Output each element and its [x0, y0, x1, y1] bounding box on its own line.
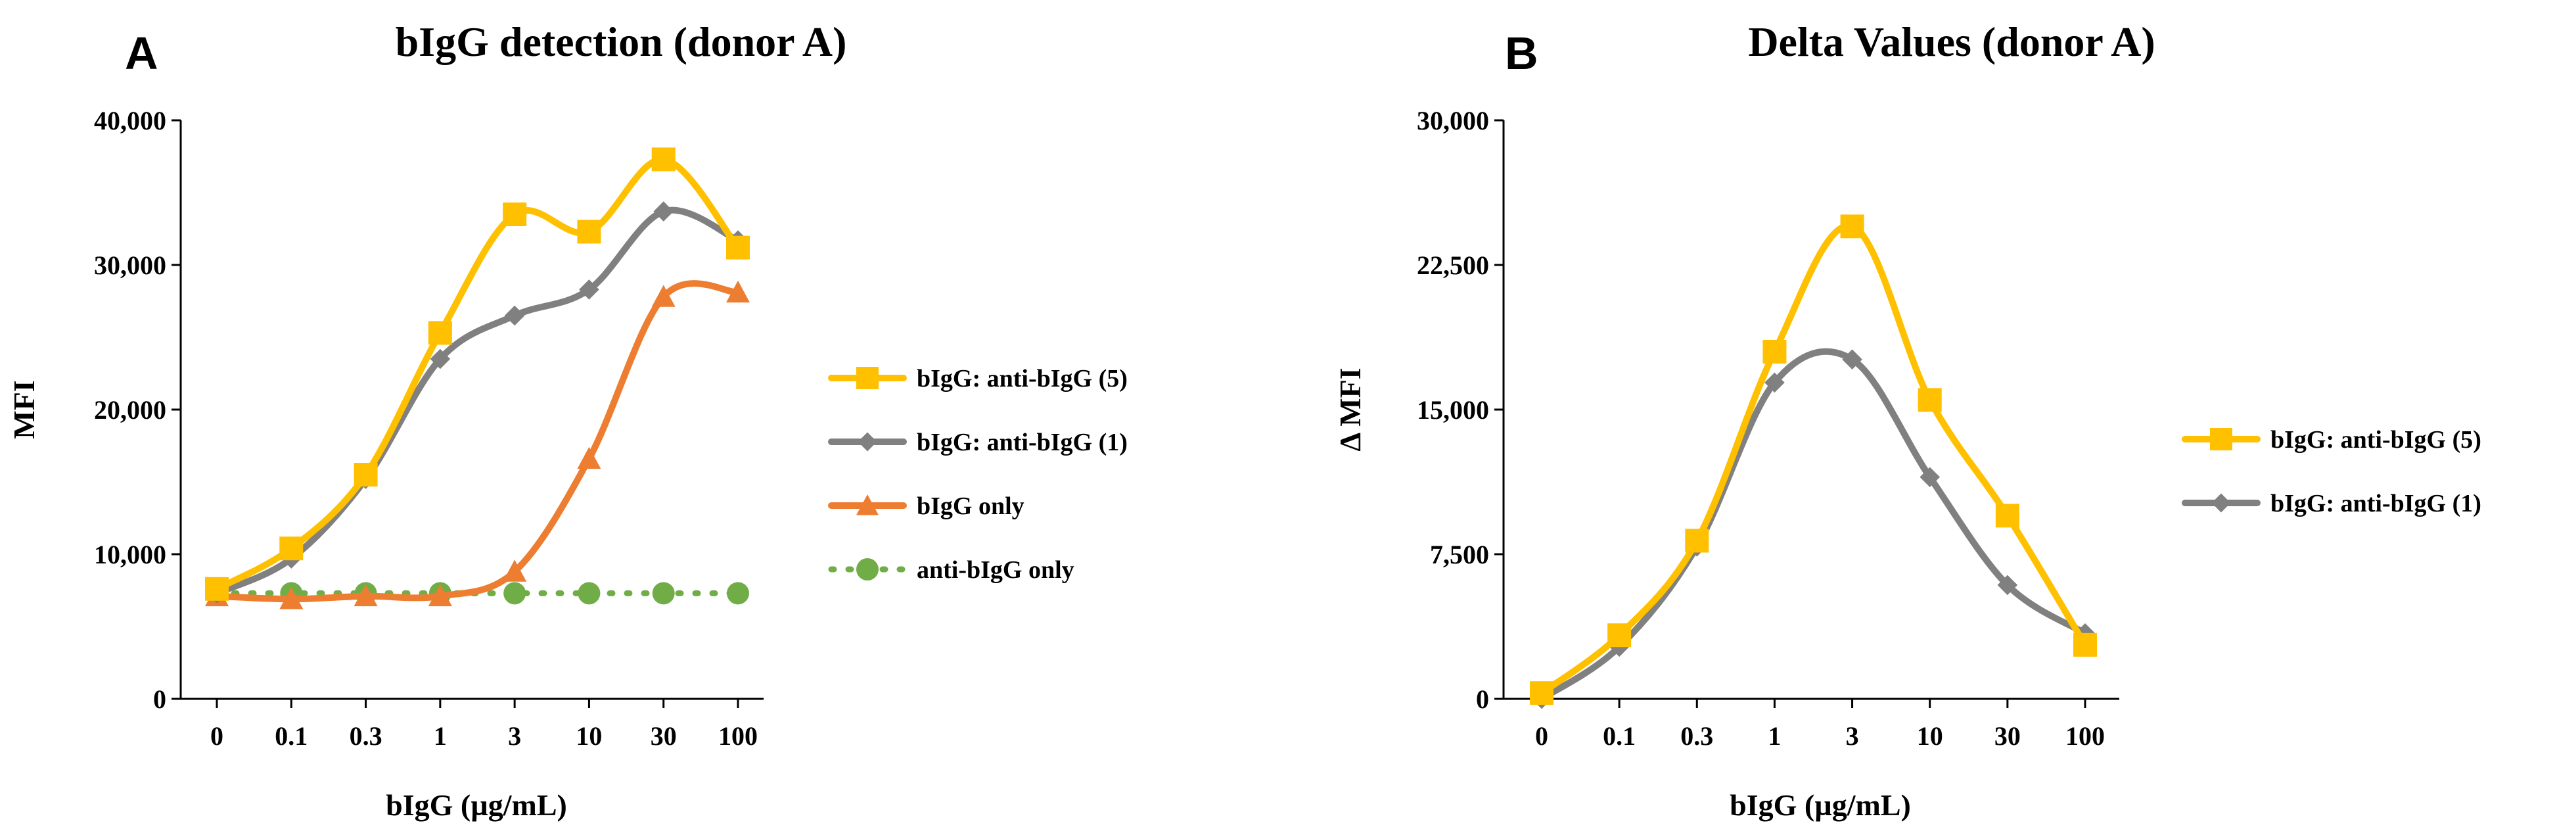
data-point-triangle — [651, 285, 676, 307]
data-point-triangle — [726, 280, 750, 303]
x-tick-label: 0.3 — [350, 721, 382, 751]
x-tick-label: 30 — [1994, 721, 2021, 751]
y-tick-label: 20,000 — [94, 395, 166, 425]
y-tick-label: 0 — [1476, 684, 1489, 714]
data-point-circle — [503, 582, 526, 605]
x-tick-label: 3 — [1846, 721, 1859, 751]
y-axis-label: MFI — [7, 380, 41, 439]
data-point-square — [1685, 529, 1709, 553]
legend-marker-diamond — [2211, 493, 2231, 513]
legend-label: bIgG: anti-bIgG (1) — [917, 429, 1128, 456]
y-tick-label: 22,500 — [1417, 250, 1489, 280]
data-point-diamond — [1997, 575, 2018, 596]
x-axis-label: bIgG (µg/mL) — [1730, 788, 1911, 822]
y-tick-label: 15,000 — [1417, 395, 1489, 425]
data-point-circle — [727, 582, 749, 605]
x-tick-label: 3 — [508, 721, 521, 751]
data-point-square — [1607, 623, 1632, 648]
data-point-diamond — [430, 348, 451, 369]
x-tick-label: 1 — [1768, 721, 1781, 751]
x-tick-label: 1 — [434, 721, 447, 751]
data-point-diamond — [653, 201, 674, 222]
series-line — [214, 206, 741, 597]
data-point-square — [1840, 214, 1864, 239]
series-line — [214, 156, 741, 592]
chart-title: Delta Values (donor A) — [1748, 18, 2155, 65]
legend-label: bIgG: anti-bIgG (1) — [2270, 490, 2481, 517]
data-point-square — [1918, 388, 1942, 412]
data-point-diamond — [1764, 372, 1785, 393]
legend-label: bIgG only — [917, 492, 1024, 520]
data-point-square — [651, 147, 676, 172]
y-axis-label: Δ MFI — [1333, 368, 1367, 451]
data-point-square — [726, 235, 750, 260]
x-tick-label: 0 — [1535, 721, 1548, 751]
panel-letter: B — [1505, 28, 1538, 79]
x-tick-label: 0.3 — [1680, 721, 1713, 751]
data-point-diamond — [579, 279, 599, 300]
data-point-square — [279, 536, 304, 561]
data-point-square — [2073, 632, 2097, 657]
data-point-diamond — [504, 305, 525, 326]
y-tick-label: 30,000 — [94, 250, 166, 280]
data-point-square — [428, 321, 452, 345]
data-point-square — [1995, 504, 2019, 528]
data-point-diamond — [1920, 467, 1941, 487]
x-axis-label: bIgG (µg/mL) — [386, 788, 567, 822]
y-tick-label: 7,500 — [1430, 540, 1489, 569]
x-tick-label: 0.1 — [1603, 721, 1636, 751]
y-tick-label: 30,000 — [1417, 106, 1489, 135]
data-point-circle — [652, 582, 675, 605]
panel-b: B Delta Values (donor A) 0 7,500 15,000 22,50… — [1333, 18, 2481, 822]
x-tick-label: 0 — [210, 721, 223, 751]
data-point-square — [577, 220, 601, 244]
legend-label: bIgG: anti-bIgG (5) — [917, 365, 1128, 392]
series-line — [1538, 222, 2088, 697]
legend-label: anti-bIgG only — [917, 556, 1074, 584]
legend-marker-square — [856, 367, 879, 389]
y-tick-label: 40,000 — [94, 106, 166, 135]
data-point-square — [354, 463, 378, 487]
data-point-triangle — [279, 587, 304, 609]
legend-marker-triangle — [856, 494, 879, 515]
x-tick-label: 100 — [2065, 721, 2105, 751]
panel-letter: A — [125, 28, 158, 79]
series-line — [1538, 348, 2088, 702]
data-point-diamond — [1842, 349, 1862, 370]
y-tick-label: 0 — [153, 684, 166, 714]
y-tick-label: 10,000 — [94, 540, 166, 569]
legend-label: bIgG: anti-bIgG (5) — [2270, 426, 2481, 454]
x-tick-label: 10 — [576, 721, 602, 751]
data-point-triangle — [354, 584, 378, 607]
data-point-triangle — [577, 446, 601, 469]
data-point-square — [1762, 340, 1787, 364]
legend-marker-diamond — [858, 432, 877, 452]
x-tick-label: 100 — [718, 721, 758, 751]
data-point-triangle — [503, 559, 527, 582]
chart-title: bIgG detection (donor A) — [396, 18, 847, 65]
legend-marker-circle — [856, 558, 879, 581]
x-tick-label: 30 — [651, 721, 677, 751]
x-tick-label: 10 — [1917, 721, 1943, 751]
data-point-square — [1530, 681, 1553, 705]
data-point-circle — [578, 582, 601, 605]
x-tick-label: 0.1 — [275, 721, 308, 751]
legend-marker-square — [2210, 428, 2232, 450]
data-point-triangle — [428, 584, 452, 607]
data-point-square — [503, 202, 527, 226]
data-point-square — [205, 577, 229, 601]
